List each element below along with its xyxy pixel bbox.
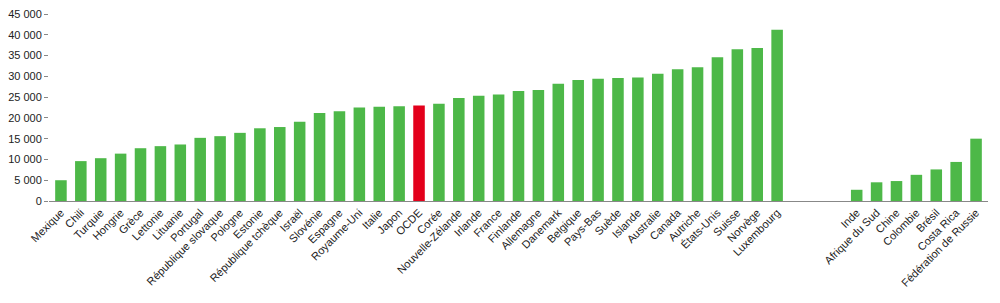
svg-text:Lituanie: Lituanie bbox=[150, 207, 186, 243]
svg-text:5 000: 5 000 bbox=[14, 174, 42, 186]
svg-text:Belgique: Belgique bbox=[545, 207, 584, 246]
svg-text:Autriche: Autriche bbox=[666, 207, 703, 244]
svg-text:Hongrie: Hongrie bbox=[90, 207, 126, 243]
svg-text:10 000: 10 000 bbox=[8, 153, 42, 165]
svg-text:Chili: Chili bbox=[63, 207, 87, 231]
svg-text:Israël: Israël bbox=[277, 207, 305, 235]
svg-text:Slovénie: Slovénie bbox=[287, 207, 325, 245]
svg-text:25 000: 25 000 bbox=[8, 91, 42, 103]
svg-text:Nouvelle-Zélande: Nouvelle-Zélande bbox=[395, 207, 464, 276]
svg-text:Royaume-Uni: Royaume-Uni bbox=[309, 207, 365, 263]
svg-text:Corée: Corée bbox=[415, 207, 445, 237]
svg-text:Australie: Australie bbox=[624, 207, 663, 246]
svg-text:Canada: Canada bbox=[647, 206, 683, 242]
svg-text:Finlande: Finlande bbox=[485, 207, 523, 245]
svg-text:Mexique: Mexique bbox=[28, 207, 66, 245]
svg-text:Irlande: Irlande bbox=[452, 207, 484, 239]
svg-text:Danemark: Danemark bbox=[519, 206, 564, 251]
svg-text:Inde: Inde bbox=[838, 207, 862, 231]
svg-text:Norvège: Norvège bbox=[725, 207, 763, 245]
svg-text:Chine: Chine bbox=[873, 207, 902, 236]
svg-text:Islande: Islande bbox=[610, 207, 644, 241]
svg-text:Espagne: Espagne bbox=[306, 207, 345, 246]
svg-text:Portugal: Portugal bbox=[168, 207, 205, 244]
svg-text:Grèce: Grèce bbox=[116, 207, 146, 237]
svg-text:Pays-Bas: Pays-Bas bbox=[562, 206, 604, 248]
svg-text:45 000: 45 000 bbox=[8, 8, 42, 20]
svg-text:Suisse: Suisse bbox=[711, 207, 743, 239]
svg-text:Japon: Japon bbox=[375, 207, 405, 237]
svg-text:Suède: Suède bbox=[592, 207, 623, 238]
svg-text:Fédération de Russie: Fédération de Russie bbox=[899, 207, 981, 289]
svg-text:Brésil: Brésil bbox=[914, 207, 942, 235]
svg-text:Italie: Italie bbox=[360, 207, 385, 232]
svg-text:OCDE: OCDE bbox=[393, 207, 424, 238]
svg-text:Luxembourg: Luxembourg bbox=[731, 207, 783, 259]
svg-text:20 000: 20 000 bbox=[8, 112, 42, 124]
svg-text:0: 0 bbox=[36, 195, 42, 207]
svg-text:Afrique du Sud: Afrique du Sud bbox=[822, 207, 882, 267]
svg-text:Turquie: Turquie bbox=[71, 207, 106, 242]
svg-text:Estonie: Estonie bbox=[231, 207, 265, 241]
svg-text:15 000: 15 000 bbox=[8, 133, 42, 145]
svg-text:40 000: 40 000 bbox=[8, 29, 42, 41]
svg-text:Colombie: Colombie bbox=[880, 207, 921, 248]
svg-text:France: France bbox=[471, 207, 504, 240]
svg-text:République tchèque: République tchèque bbox=[207, 207, 285, 285]
svg-text:États-Unis: États-Unis bbox=[678, 206, 723, 251]
svg-text:République slovaque: République slovaque bbox=[144, 207, 225, 288]
svg-text:30 000: 30 000 bbox=[8, 70, 42, 82]
svg-text:Pologne: Pologne bbox=[208, 207, 245, 244]
svg-text:35 000: 35 000 bbox=[8, 49, 42, 61]
svg-text:Lettonie: Lettonie bbox=[130, 207, 166, 243]
svg-text:Costa Rica: Costa Rica bbox=[915, 206, 962, 253]
svg-text:Allemagne: Allemagne bbox=[498, 207, 543, 252]
